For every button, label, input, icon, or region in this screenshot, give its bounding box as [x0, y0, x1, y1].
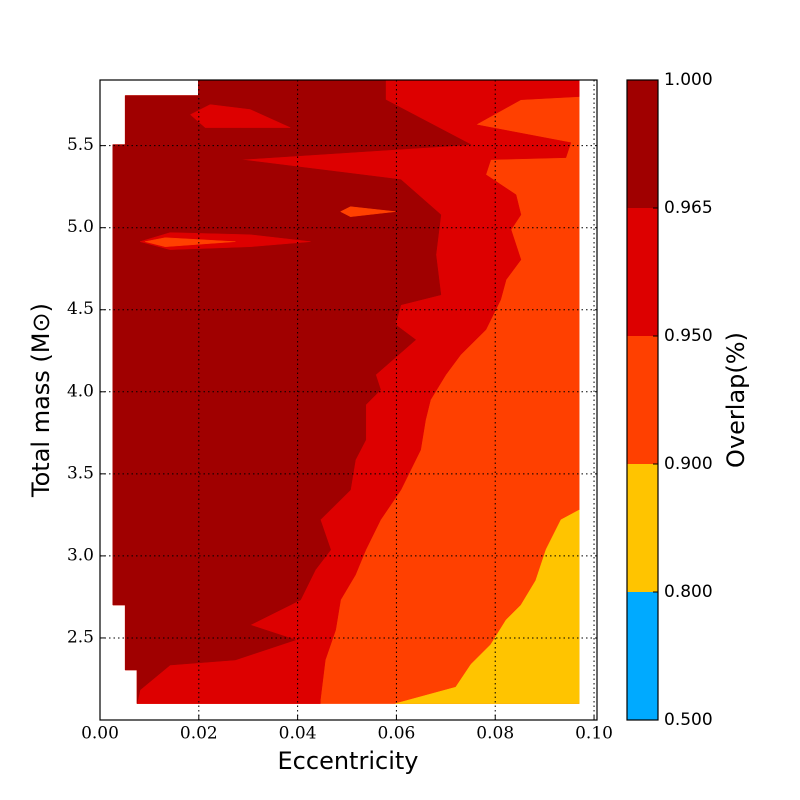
contour-region [144, 237, 236, 247]
y-tick-label: 4.0 [67, 381, 94, 401]
colorbar-tick-label: 0.965 [664, 198, 713, 218]
x-tick-label: 0.02 [180, 724, 218, 744]
colorbar-segment [627, 336, 658, 464]
colorbar-tick-label: 0.800 [664, 582, 713, 602]
x-tick-label: 0.00 [81, 724, 119, 744]
y-axis-label: Total mass (M⊙) [27, 303, 55, 498]
colorbar-segment [627, 464, 658, 592]
colorbar-tick-label: 0.950 [664, 326, 713, 346]
x-tick-label: 0.06 [377, 724, 415, 744]
colorbar-tick-label: 1.000 [664, 70, 713, 90]
axes-frame [99, 79, 598, 721]
x-axis-label: Eccentricity [278, 747, 419, 775]
colorbar-frame [626, 79, 659, 721]
colorbar-segment [627, 80, 658, 208]
colorbar-tick-label: 0.900 [664, 454, 713, 474]
contour-region [189, 104, 291, 128]
contour-region [395, 509, 580, 704]
contour-region [340, 206, 396, 217]
y-tick-label: 2.5 [67, 627, 94, 647]
x-tick-label: 0.10 [575, 724, 613, 744]
y-tick-label: 5.0 [67, 217, 94, 237]
x-tick-label: 0.08 [476, 724, 514, 744]
colorbar-tick-label: 0.500 [664, 710, 713, 730]
y-tick-label: 5.5 [67, 135, 94, 155]
x-tick-label: 0.04 [279, 724, 317, 744]
colorbar-segment [627, 208, 658, 336]
colorbar-segment [627, 592, 658, 720]
y-tick-label: 3.5 [67, 463, 94, 483]
colorbar-label: Overlap(%) [722, 332, 750, 468]
y-tick-label: 3.0 [67, 545, 94, 565]
y-tick-label: 4.5 [67, 299, 94, 319]
